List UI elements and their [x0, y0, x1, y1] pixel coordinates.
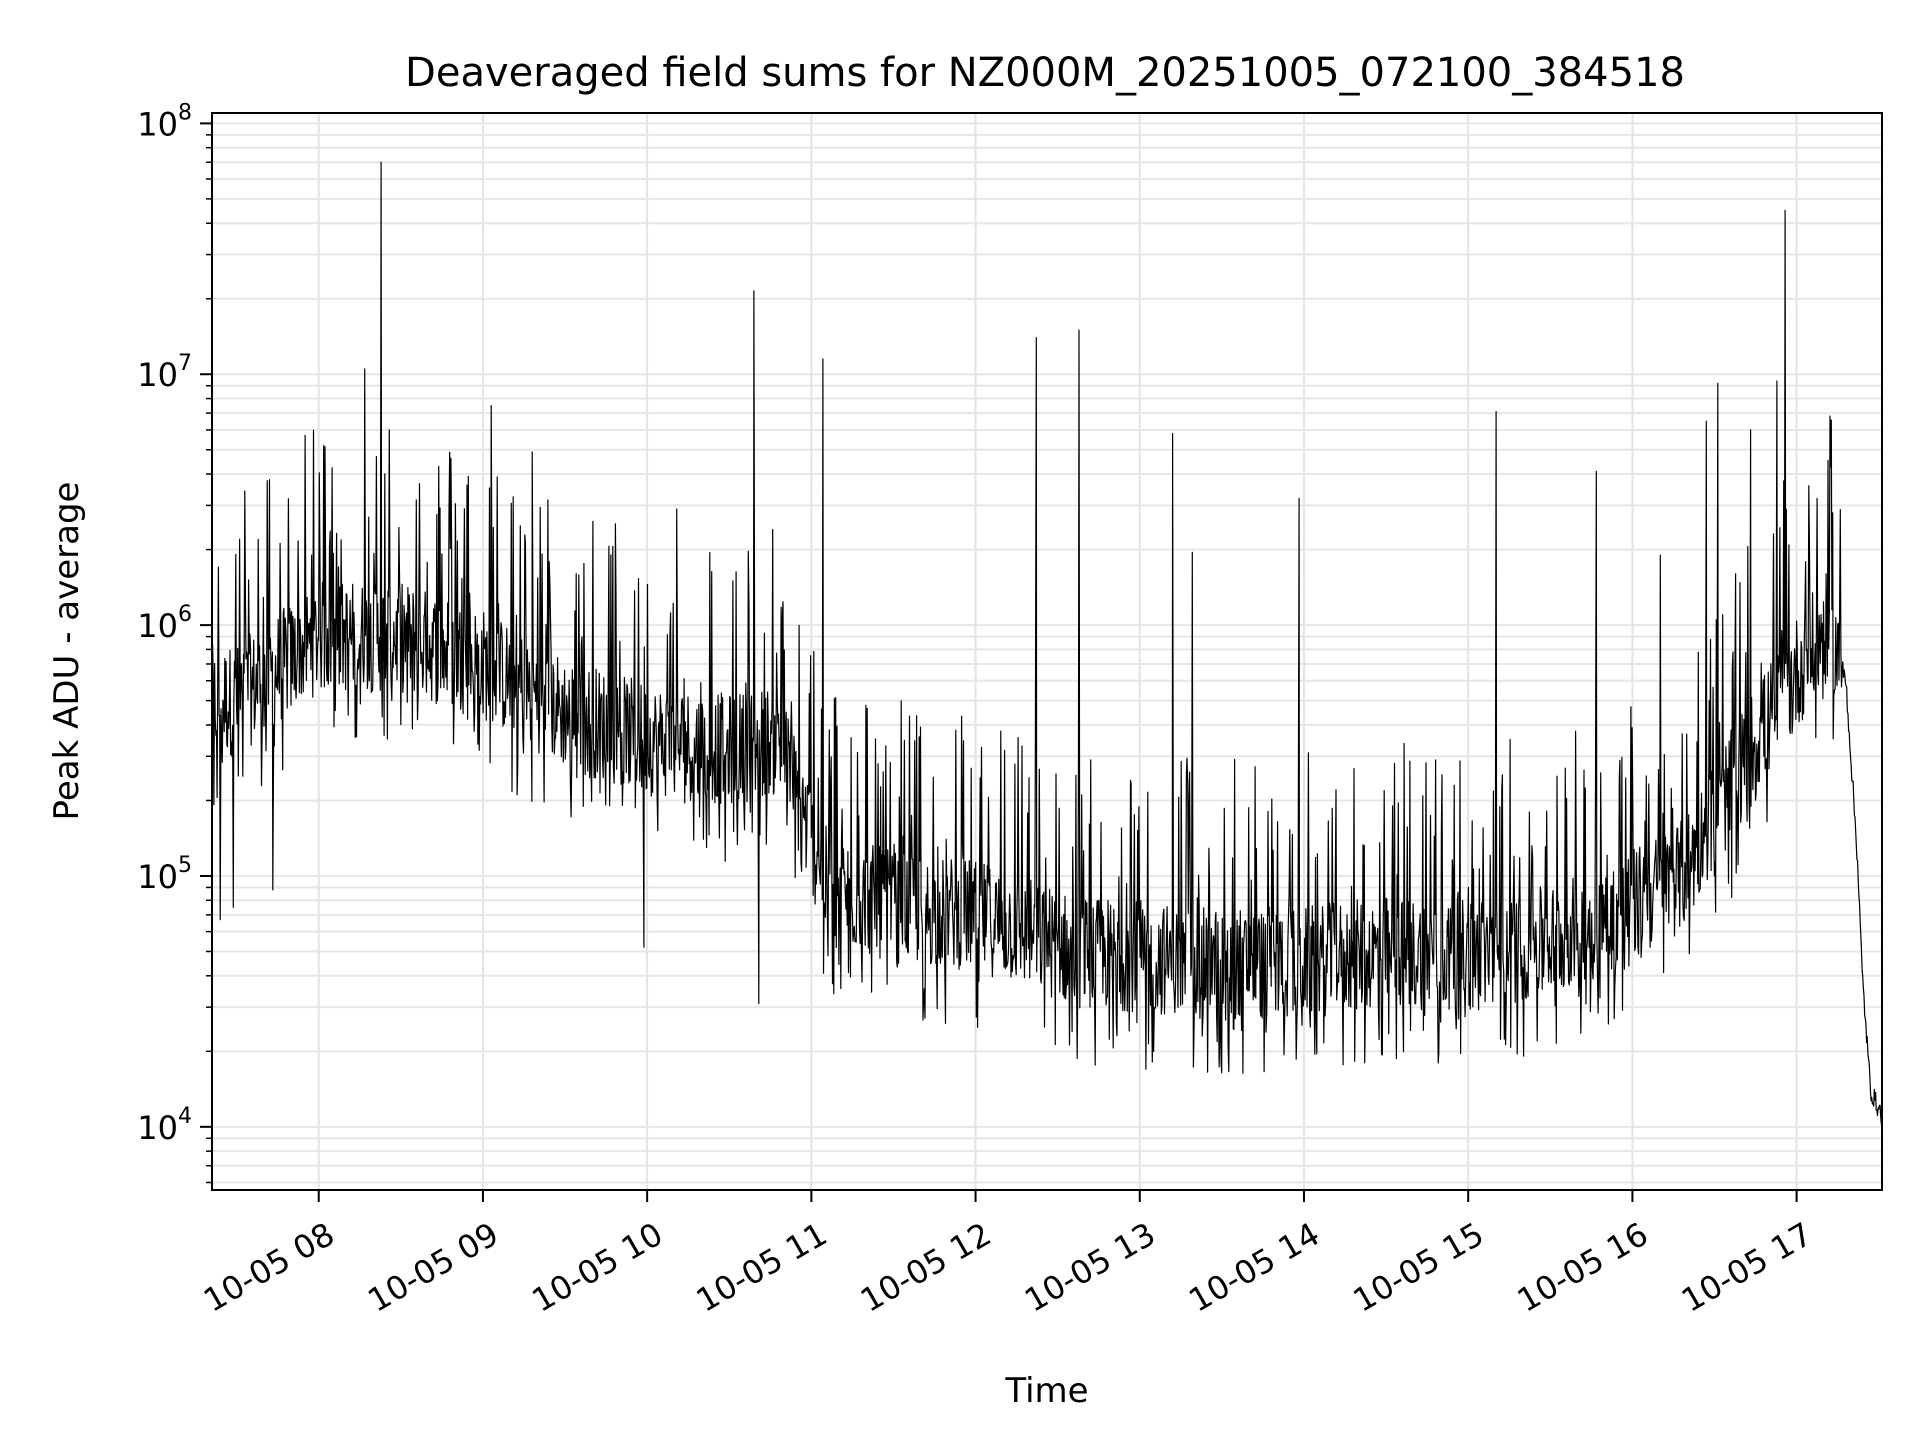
y-tick-base: 10 [137, 858, 178, 896]
y-tick-label: 106 [137, 602, 192, 645]
y-tick-exponent: 8 [178, 100, 192, 125]
y-tick-label: 104 [137, 1104, 192, 1147]
series-group [211, 161, 1883, 1126]
y-tick-exponent: 7 [178, 351, 192, 376]
y-tick-base: 10 [137, 105, 178, 143]
y-tick-exponent: 6 [178, 602, 192, 627]
plot-frame [211, 112, 1883, 1191]
y-axis-title: Peak ADU - average [47, 482, 87, 821]
y-tick-label: 107 [137, 351, 192, 394]
y-tick-exponent: 5 [178, 853, 192, 878]
chart-title: Deaveraged field sums for NZ000M_2025100… [405, 50, 1685, 96]
y-tick-label: 105 [137, 853, 192, 896]
y-tick-exponent: 4 [178, 1104, 192, 1129]
y-tick-base: 10 [137, 607, 178, 645]
x-axis-title: Time [1004, 1371, 1088, 1411]
series-line [211, 161, 1883, 1126]
y-tick-base: 10 [137, 1109, 178, 1147]
y-tick-label: 108 [137, 100, 192, 143]
y-tick-base: 10 [137, 356, 178, 394]
